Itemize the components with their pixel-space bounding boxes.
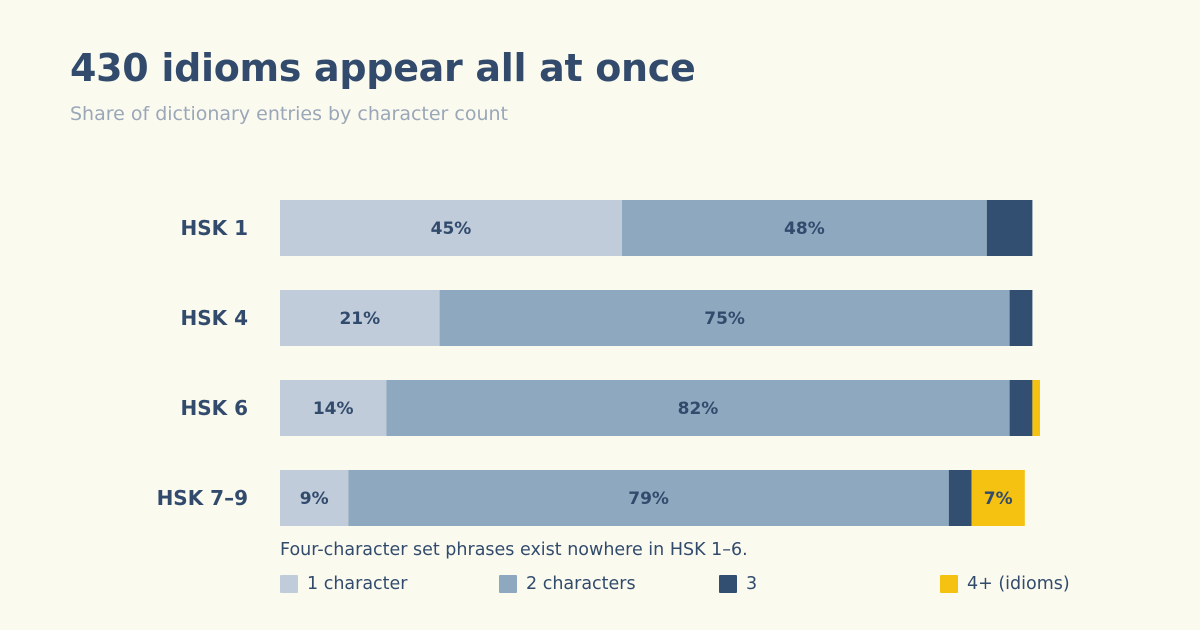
- category-label: HSK 4: [180, 306, 248, 330]
- legend-item-2-characters: 2 characters: [499, 574, 636, 594]
- category-label: HSK 6: [180, 396, 248, 420]
- bar-value-label: 9%: [300, 489, 329, 509]
- bar-segment: [1009, 290, 1033, 346]
- legend: 1 character 2 characters 3 4+ (idioms): [0, 574, 1200, 598]
- bar-value-label: 7%: [984, 489, 1013, 509]
- legend-item-1-character: 1 character: [280, 574, 408, 594]
- legend-item-4plus-idioms: 4+ (idioms): [940, 574, 1070, 594]
- legend-swatch: [940, 575, 958, 593]
- chart-note: Four-character set phrases exist nowhere…: [280, 540, 748, 560]
- legend-label: 3: [746, 574, 758, 594]
- chart-title: 430 idioms appear all at once: [70, 46, 696, 90]
- bar-value-label: 21%: [339, 309, 380, 329]
- category-label: HSK 1: [180, 216, 248, 240]
- bar-segment: [280, 470, 349, 526]
- bar-value-label: 79%: [628, 489, 669, 509]
- bar-value-label: 48%: [784, 219, 825, 239]
- bar-segment: [986, 200, 1033, 256]
- bar-segment: [280, 200, 622, 256]
- chart-subtitle: Share of dictionary entries by character…: [70, 103, 509, 125]
- bar-segment: [1009, 380, 1033, 436]
- bar-segment: [280, 290, 440, 346]
- legend-label: 1 character: [307, 574, 408, 594]
- bar-segment: [948, 470, 972, 526]
- legend-label: 4+ (idioms): [967, 574, 1070, 594]
- bar-value-label: 14%: [313, 399, 354, 419]
- bar-value-label: 75%: [704, 309, 745, 329]
- bar-segment: [971, 470, 1025, 526]
- legend-label: 2 characters: [526, 574, 636, 594]
- bar-segment: [280, 380, 387, 436]
- legend-swatch: [280, 575, 298, 593]
- category-label: HSK 7–9: [157, 486, 248, 510]
- legend-swatch: [719, 575, 737, 593]
- bar-segment: [348, 470, 949, 526]
- legend-swatch: [499, 575, 517, 593]
- legend-item-3: 3: [719, 574, 757, 594]
- bar-value-label: 45%: [431, 219, 472, 239]
- bar-segment: [439, 290, 1010, 346]
- bar-segment: [622, 200, 987, 256]
- bar-value-label: 82%: [678, 399, 719, 419]
- bar-segment: [386, 380, 1010, 436]
- bar-segment: [1032, 380, 1040, 436]
